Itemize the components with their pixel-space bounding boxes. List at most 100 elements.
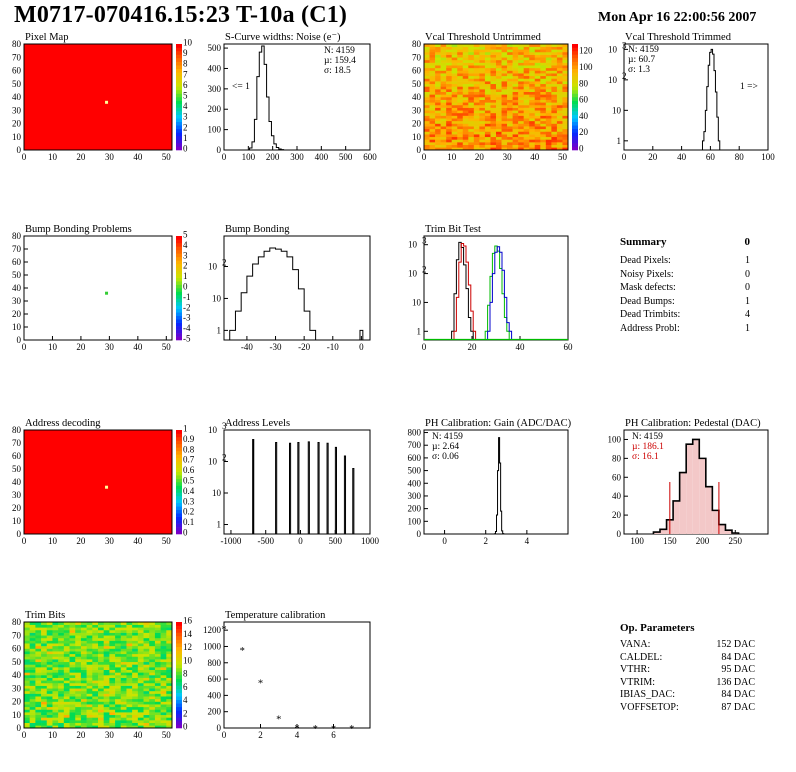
heatmap-cell: [132, 624, 139, 628]
heatmap-cell: [143, 682, 150, 686]
heatmap-cell: [160, 629, 167, 633]
heatmap-cell: [120, 629, 127, 633]
pedestal-bin: [705, 486, 713, 534]
heatmap-cell: [24, 622, 30, 625]
heatmap-cell: [149, 677, 156, 681]
heatmap-cell: [63, 680, 70, 684]
heatmap-cell: [424, 99, 430, 103]
heatmap-cell: [86, 648, 93, 652]
op-param-row: IBIAS_DAC: 84 DAC: [620, 689, 755, 702]
heatmap-cell: [166, 701, 173, 705]
heatmap-cell: [551, 112, 558, 116]
heatmap-cell: [462, 128, 469, 132]
heatmap-cell: [109, 680, 116, 684]
heatmap-cell: [63, 675, 70, 678]
heatmap-cell: [462, 59, 469, 63]
op-parameters-table: Op. Parameters VANA: 152 DAC CALDEL: 84 DA…: [620, 622, 755, 715]
heatmap-cell: [132, 712, 139, 716]
heatmap-cell: [440, 104, 447, 108]
heatmap-cell: [435, 46, 441, 50]
heatmap-cell: [556, 83, 563, 87]
heatmap-cell: [132, 656, 139, 660]
heatmap-cell: [154, 677, 161, 681]
heatmap-cell: [540, 51, 547, 55]
heatmap-cell: [143, 635, 150, 639]
heatmap-cell: [545, 139, 552, 143]
stat-line: N: 4159: [324, 46, 355, 56]
colorbar-cell: [176, 629, 182, 633]
colorbar-cell: [572, 54, 578, 59]
heatmap-cell: [103, 629, 110, 633]
heatmap-cell: [435, 147, 441, 151]
heatmap-cell: [446, 102, 452, 106]
heatmap-cell: [518, 70, 524, 74]
heatmap-cell: [424, 97, 430, 100]
heatmap-cell: [52, 704, 59, 708]
heatmap-cell: [551, 78, 558, 82]
heatmap-cell: [501, 97, 508, 100]
heatmap-cell: [75, 667, 82, 670]
heatmap-cell: [166, 672, 173, 676]
y-tick-label: 40: [12, 92, 22, 102]
heatmap-cell: [41, 712, 48, 716]
heatmap-cell: [137, 661, 144, 665]
heatmap-cell: [149, 693, 156, 697]
heatmap-cell: [29, 669, 36, 673]
heatmap-cell: [29, 706, 36, 710]
heatmap-cell: [457, 59, 464, 63]
heatmap-cell: [120, 648, 127, 652]
heatmap-cell: [75, 685, 82, 689]
heatmap-cell: [529, 44, 536, 47]
heatmap-cell: [435, 97, 441, 100]
heatmap-cell: [556, 110, 563, 114]
heatmap-cell: [143, 645, 150, 649]
heatmap-cell: [529, 83, 536, 87]
heatmap-cell: [166, 680, 173, 684]
colorbar-cell: [176, 720, 182, 725]
x-tick-label: 10: [48, 342, 58, 352]
heatmap-cell: [166, 661, 173, 665]
op-param-row: VTRIM: 136 DAC: [620, 677, 755, 690]
heatmap-cell: [462, 104, 469, 108]
heatmap-cell: [501, 62, 508, 66]
heatmap-cell: [507, 83, 513, 87]
heatmap-cell: [501, 81, 508, 85]
heatmap-cell: [507, 73, 513, 77]
heatmap-cell: [501, 104, 508, 108]
heatmap-cell: [35, 701, 42, 705]
heatmap-cell: [52, 682, 59, 686]
heatmap-cell: [120, 725, 127, 729]
heatmap-cell: [92, 656, 99, 660]
heatmap-cell: [69, 696, 76, 700]
heatmap-cell: [529, 139, 536, 143]
heatmap-cell: [507, 70, 513, 74]
heatmap-cell: [501, 139, 508, 143]
heatmap-cell: [115, 659, 122, 663]
heatmap-cell: [46, 701, 53, 705]
colorbar-cell: [572, 44, 578, 48]
heatmap-cell: [556, 107, 563, 111]
heatmap-cell: [446, 147, 452, 151]
heatmap-cell: [545, 46, 552, 50]
x-tick-label: 30: [105, 730, 115, 740]
heatmap-cell: [523, 115, 530, 119]
heatmap-cell: [440, 78, 447, 82]
heatmap-cell: [126, 712, 133, 716]
heatmap-cell: [540, 54, 547, 58]
colorbar-cell: [176, 488, 182, 493]
heatmap-cell: [440, 44, 447, 47]
heatmap-cell: [75, 648, 82, 652]
heatmap-cell: [490, 83, 497, 87]
colorbar-tick-label: 0: [183, 282, 188, 292]
y-tick-label: 10: [608, 75, 618, 85]
heatmap-cell: [457, 83, 464, 87]
heatmap-cell: [501, 120, 508, 124]
heatmap-cell: [429, 102, 436, 106]
heatmap-cell: [35, 717, 42, 721]
heatmap-cell: [132, 725, 139, 729]
heatmap-cell: [545, 102, 552, 106]
heatmap-cell: [132, 677, 139, 681]
heatmap-cell: [518, 112, 524, 116]
heatmap-cell: [451, 57, 458, 61]
heatmap-cell: [160, 717, 167, 721]
